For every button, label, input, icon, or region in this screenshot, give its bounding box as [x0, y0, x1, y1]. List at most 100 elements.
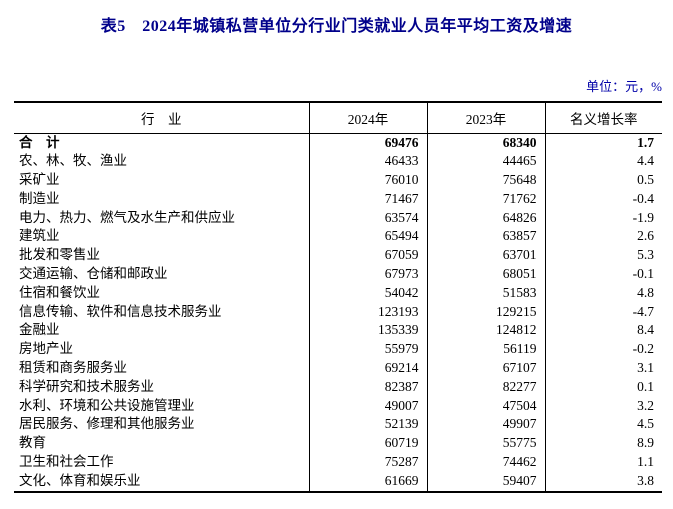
- industry-cell: 租赁和商务服务业: [19, 360, 127, 376]
- growth-rate-cell: 0.5: [544, 171, 662, 190]
- unit-label: 单位：元，%: [586, 79, 662, 94]
- industry-cell: 批发和零售业: [19, 247, 100, 263]
- wage-2023-cell: 63857: [426, 227, 545, 247]
- growth-rate-cell: -1.9: [544, 208, 662, 228]
- growth-rate-cell: 4.8: [544, 283, 662, 303]
- table-row: 科学研究和技术服务业 82387 82277 0.1: [14, 377, 662, 397]
- wage-2023-cell: 59407: [426, 471, 545, 492]
- wage-2023-cell: 68340: [426, 133, 545, 153]
- wage-2024-cell: 60719: [308, 434, 427, 454]
- table-row: 合 计 69476 68340 1.7: [14, 133, 662, 153]
- wage-2024-cell: 61669: [308, 471, 427, 492]
- industry-cell: 合 计: [19, 134, 60, 150]
- table-row: 教育 60719 55775 8.9: [14, 434, 662, 454]
- wage-2023-cell: 44465: [426, 152, 545, 172]
- table-row: 建筑业 65494 63857 2.6: [14, 227, 662, 247]
- table-row: 卫生和社会工作 75287 74462 1.1: [14, 453, 662, 472]
- wage-2023-cell: 51583: [426, 283, 545, 303]
- page-title: 表5 2024年城镇私营单位分行业门类就业人员年平均工资及增速: [100, 18, 573, 35]
- wage-2024-cell: 63574: [308, 208, 427, 228]
- growth-rate-cell: 3.1: [544, 359, 662, 378]
- table-row: 租赁和商务服务业 69214 67107 3.1: [14, 359, 662, 378]
- wage-2024-cell: 49007: [308, 396, 427, 416]
- growth-rate-cell: -0.4: [544, 189, 662, 209]
- industry-cell: 卫生和社会工作: [19, 454, 114, 470]
- table-row: 批发和零售业 67059 63701 5.3: [14, 246, 662, 266]
- wage-2024-cell: 67059: [308, 246, 427, 266]
- wage-2024-cell: 71467: [308, 189, 427, 209]
- table-row: 居民服务、修理和其他服务业 52139 49907 4.5: [14, 415, 662, 435]
- col-header-2024: 2024年: [308, 102, 427, 134]
- industry-cell: 制造业: [19, 190, 60, 206]
- industry-cell: 电力、热力、燃气及水生产和供应业: [19, 209, 235, 225]
- growth-rate-cell: 4.4: [544, 152, 662, 172]
- wage-2023-cell: 82277: [426, 377, 545, 397]
- wage-2024-cell: 75287: [308, 453, 427, 472]
- wage-2023-cell: 68051: [426, 265, 545, 284]
- wage-2024-cell: 135339: [308, 321, 427, 341]
- table-row: 电力、热力、燃气及水生产和供应业 63574 64826 -1.9: [14, 208, 662, 228]
- wage-2023-cell: 49907: [426, 415, 545, 435]
- table-row: 住宿和餐饮业 54042 51583 4.8: [14, 283, 662, 303]
- growth-rate-cell: 0.1: [544, 377, 662, 397]
- industry-cell: 水利、环境和公共设施管理业: [19, 397, 195, 413]
- growth-rate-cell: 1.1: [544, 453, 662, 472]
- industry-cell: 采矿业: [19, 172, 60, 188]
- wage-2024-cell: 54042: [308, 283, 427, 303]
- growth-rate-cell: -0.1: [544, 265, 662, 284]
- growth-rate-cell: 4.5: [544, 415, 662, 435]
- industry-cell: 信息传输、软件和信息技术服务业: [19, 303, 222, 319]
- wage-2024-cell: 67973: [308, 265, 427, 284]
- growth-rate-cell: -4.7: [544, 302, 662, 322]
- col-header-growth-rate: 名义增长率: [544, 102, 662, 134]
- industry-cell: 建筑业: [19, 228, 60, 244]
- table-row: 文化、体育和娱乐业 61669 59407 3.8: [14, 471, 662, 492]
- industry-cell: 文化、体育和娱乐业: [19, 472, 141, 488]
- industry-cell: 房地产业: [19, 341, 73, 357]
- industry-cell: 居民服务、修理和其他服务业: [19, 416, 195, 432]
- wage-2023-cell: 67107: [426, 359, 545, 378]
- wage-2023-cell: 55775: [426, 434, 545, 454]
- wage-2023-cell: 129215: [426, 302, 545, 322]
- statistics-table-page: 表5 2024年城镇私营单位分行业门类就业人员年平均工资及增速 单位：元，% 行…: [14, 18, 662, 493]
- industry-cell: 科学研究和技术服务业: [19, 378, 154, 394]
- growth-rate-cell: 3.2: [544, 396, 662, 416]
- wage-2023-cell: 63701: [426, 246, 545, 266]
- table-row: 交通运输、仓储和邮政业 67973 68051 -0.1: [14, 265, 662, 284]
- wage-2024-cell: 52139: [308, 415, 427, 435]
- table-row: 信息传输、软件和信息技术服务业 123193 129215 -4.7: [14, 302, 662, 322]
- col-header-2023: 2023年: [426, 102, 545, 134]
- wage-table: 行 业 2024年 2023年 名义增长率 合 计 69476 68340 1.…: [14, 101, 662, 493]
- table-row: 农、林、牧、渔业 46433 44465 4.4: [14, 152, 662, 172]
- wage-2023-cell: 71762: [426, 189, 545, 209]
- growth-rate-cell: 3.8: [544, 471, 662, 492]
- industry-cell: 住宿和餐饮业: [19, 284, 100, 300]
- growth-rate-cell: 1.7: [544, 133, 662, 153]
- wage-2023-cell: 75648: [426, 171, 545, 190]
- table-row: 制造业 71467 71762 -0.4: [14, 189, 662, 209]
- table-body: 合 计 69476 68340 1.7 农、林、牧、渔业 46433 44465…: [14, 133, 662, 492]
- growth-rate-cell: 8.4: [544, 321, 662, 341]
- table-row: 水利、环境和公共设施管理业 49007 47504 3.2: [14, 396, 662, 416]
- table-row: 金融业 135339 124812 8.4: [14, 321, 662, 341]
- growth-rate-cell: -0.2: [544, 340, 662, 360]
- industry-cell: 金融业: [19, 322, 60, 338]
- wage-2024-cell: 82387: [308, 377, 427, 397]
- industry-cell: 农、林、牧、渔业: [19, 153, 127, 169]
- table-row: 采矿业 76010 75648 0.5: [14, 171, 662, 190]
- wage-2024-cell: 46433: [308, 152, 427, 172]
- header-row: 行 业 2024年 2023年 名义增长率: [14, 102, 662, 134]
- wage-2023-cell: 74462: [426, 453, 545, 472]
- growth-rate-cell: 2.6: [544, 227, 662, 247]
- growth-rate-cell: 8.9: [544, 434, 662, 454]
- col-header-industry: 行 业: [14, 102, 309, 134]
- wage-2024-cell: 55979: [308, 340, 427, 360]
- industry-cell: 交通运输、仓储和邮政业: [19, 266, 168, 282]
- wage-2023-cell: 56119: [426, 340, 545, 360]
- wage-2023-cell: 124812: [426, 321, 545, 341]
- industry-cell: 教育: [19, 435, 46, 451]
- wage-2024-cell: 65494: [308, 227, 427, 247]
- wage-2024-cell: 69476: [308, 133, 427, 153]
- wage-2023-cell: 47504: [426, 396, 545, 416]
- growth-rate-cell: 5.3: [544, 246, 662, 266]
